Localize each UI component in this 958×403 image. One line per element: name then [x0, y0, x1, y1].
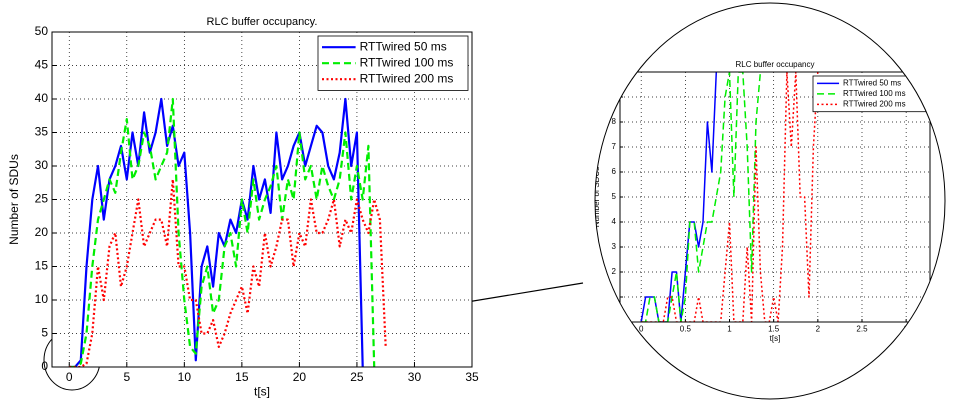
legend-label: RTTwired 50 ms — [360, 39, 447, 53]
series-line — [640, 72, 819, 322]
y-tick-label: 30 — [35, 158, 49, 172]
y-tick-label: 10 — [607, 67, 616, 76]
y-tick-label: 35 — [35, 125, 49, 139]
y-tick-label: 25 — [35, 192, 49, 206]
series-line — [69, 178, 387, 367]
x-axis-label: t[s] — [770, 334, 781, 343]
x-tick-label: 35 — [465, 370, 479, 384]
x-tick-label: 2 — [816, 324, 821, 333]
plot-frame — [51, 31, 473, 368]
x-tick-label: 5 — [123, 370, 130, 384]
x-tick-label: 0 — [66, 370, 73, 384]
series-line — [69, 97, 376, 367]
y-tick-label: 6 — [612, 167, 617, 176]
x-tick-label: 2.5 — [856, 324, 868, 333]
x-axis-label: t[s] — [254, 384, 270, 398]
y-tick-label: 10 — [35, 292, 49, 306]
legend-label: RTTwired 100 ms — [360, 55, 454, 69]
x-tick-label: 30 — [408, 370, 422, 384]
x-tick-label: 10 — [178, 370, 192, 384]
y-tick-label: 5 — [612, 192, 617, 201]
legend-label: RTTwired 100 ms — [843, 89, 906, 98]
y-tick-label: 7 — [612, 142, 617, 151]
series-line — [641, 72, 819, 322]
x-tick-label: 1 — [727, 324, 732, 333]
y-tick-label: 8 — [612, 117, 617, 126]
series-lines — [69, 97, 387, 367]
plot-frame — [619, 71, 931, 323]
y-tick-label: 0 — [41, 359, 48, 373]
y-tick-label: 1 — [612, 292, 617, 301]
x-tick-label: 0 — [639, 324, 644, 333]
legend-label: RTTwired 200 ms — [360, 71, 454, 85]
x-tick-label: 0.5 — [680, 324, 692, 333]
y-tick-label: 5 — [41, 326, 48, 340]
y-tick-label: 20 — [35, 225, 49, 239]
main-chart: 0 5 10 15 20 25 30 35 40 45 50 0 5 10 15 20 25 30 35 RLC bu… — [7, 16, 479, 398]
x-tick-label: 20 — [293, 370, 307, 384]
y-tick-label: 0 — [612, 317, 617, 326]
y-tick-label: 45 — [35, 58, 49, 72]
series-lines — [640, 72, 819, 322]
y-tick-label: 3 — [612, 242, 617, 251]
y-tick-label: 2 — [612, 267, 617, 276]
y-tick-label: 50 — [35, 24, 49, 38]
y-tick-label: 40 — [35, 91, 49, 105]
series-line — [69, 97, 364, 367]
x-tick-label: 1.5 — [768, 324, 780, 333]
legend-label: RTTwired 200 ms — [843, 99, 906, 108]
lens-border — [594, 2, 946, 400]
y-tick-label: 4 — [612, 217, 617, 226]
chart-title: RLC buffer occupancy — [735, 60, 814, 69]
legend-box — [317, 35, 469, 91]
x-tick-label: 15 — [235, 370, 249, 384]
y-tick-label: 9 — [612, 92, 617, 101]
y-axis-label: Number of SDUs — [7, 154, 21, 245]
x-tick-label: 25 — [350, 370, 364, 384]
legend-label: RTTwired 50 ms — [843, 78, 901, 87]
chart-title: RLC buffer occupancy. — [207, 16, 318, 28]
y-axis-label: Number of SDUs — [592, 167, 601, 227]
y-tick-label: 15 — [35, 259, 49, 273]
